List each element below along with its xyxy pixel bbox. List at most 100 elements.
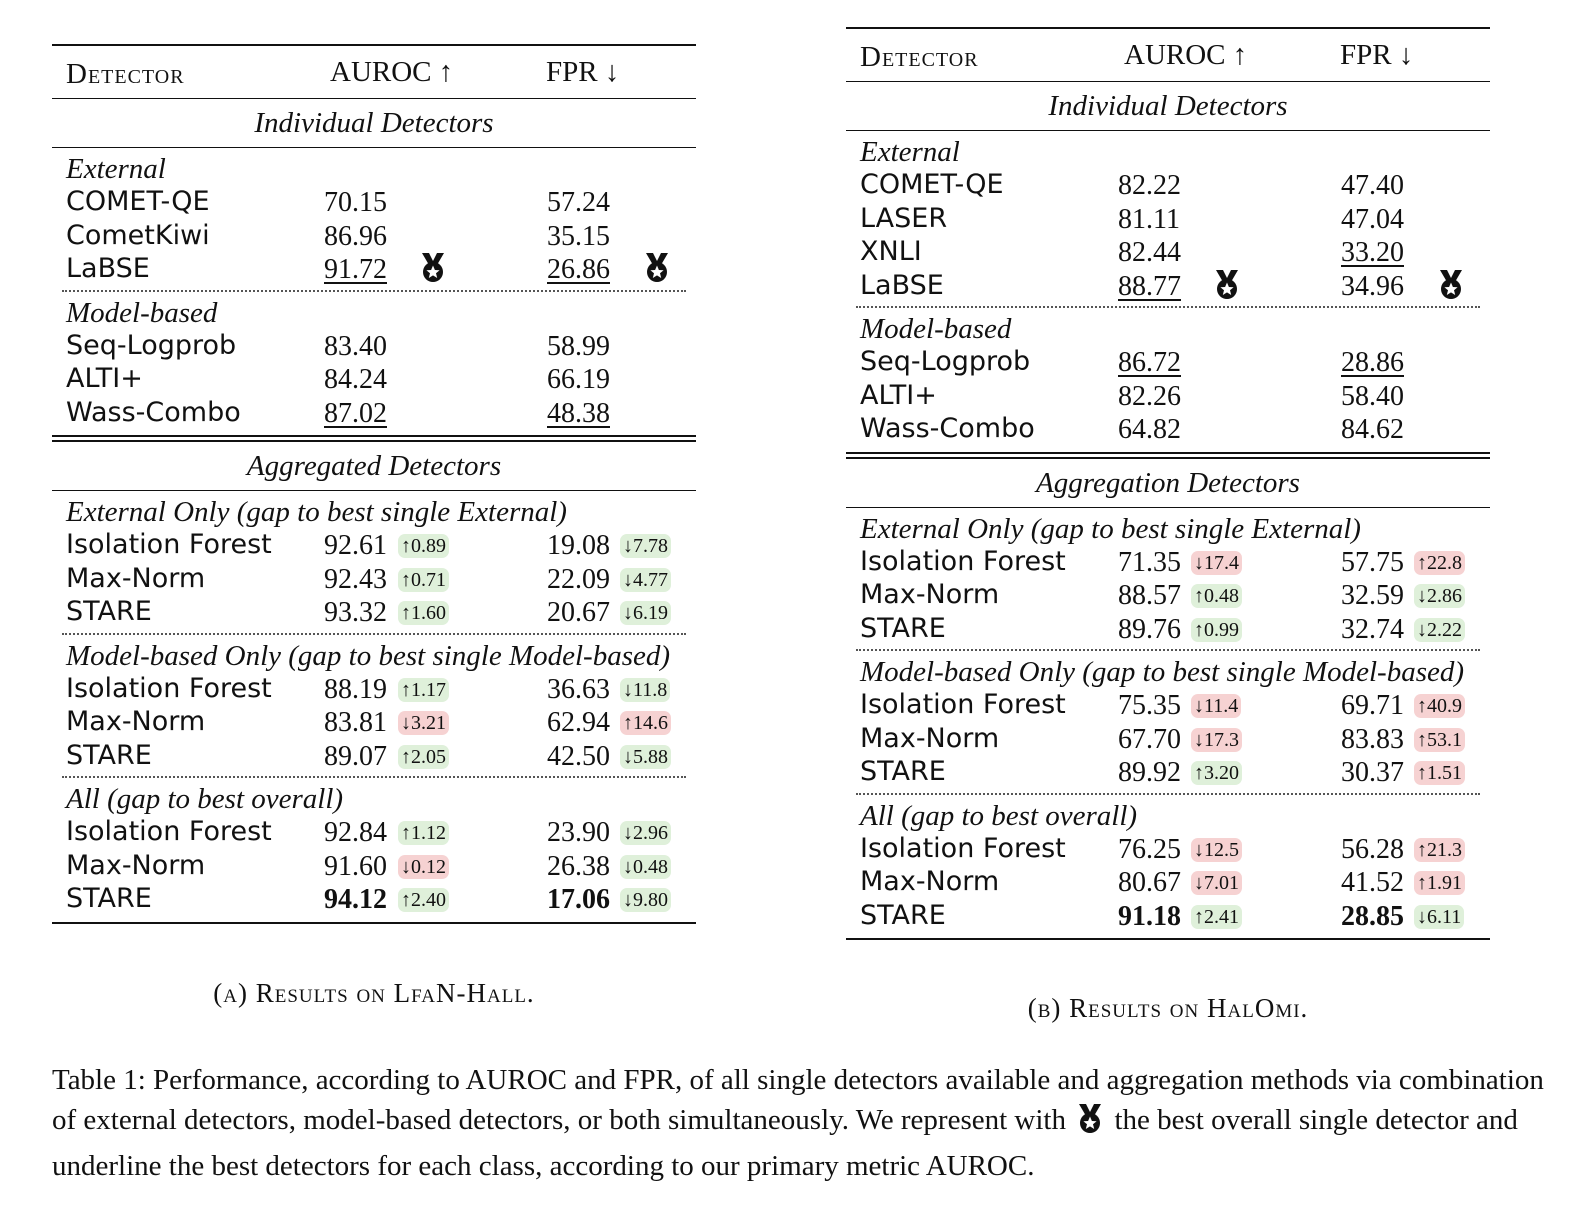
dotted-divider <box>856 306 1480 308</box>
section-rule <box>52 490 696 491</box>
group-title-all: All (gap to best overall) <box>860 799 1138 832</box>
row-auroc: 89.07 <box>324 740 387 772</box>
gap-badge: ↓2.22 <box>1414 617 1465 642</box>
row-fpr: 42.50 <box>547 740 610 772</box>
gap-badge: ↑1.60 <box>398 601 449 625</box>
bottom-rule <box>846 938 1490 940</box>
row-fpr: 57.75 <box>1341 546 1404 578</box>
caption-a-text: (a) Results on LfaN-Hall. <box>213 978 535 1008</box>
table-row: Isolation Forest 92.61 ↑0.89 19.08 ↓7.78 <box>52 528 696 562</box>
row-fpr: 33.20 <box>1341 237 1404 268</box>
row-fpr: 32.74 <box>1341 613 1404 645</box>
row-name: Isolation Forest <box>66 816 272 847</box>
row-fpr: 47.40 <box>1341 170 1404 201</box>
row-name: LASER <box>860 202 948 234</box>
group-title-model-only: Model-based Only (gap to best single Mod… <box>66 639 671 672</box>
row-auroc: 75.35 <box>1118 690 1181 721</box>
row-name: COMET-QE <box>66 186 210 217</box>
row-auroc: 87.02 <box>324 397 387 429</box>
top-rule <box>846 27 1490 29</box>
table-row: Max-Norm 92.43 ↑0.71 22.09 ↓4.77 <box>52 562 696 596</box>
caption-b-text: (b) Results on HalOmi. <box>1027 993 1309 1023</box>
row-fpr: 66.19 <box>547 364 610 395</box>
row-name: Seq-Logprob <box>860 346 1031 377</box>
gap-badge: ↑1.12 <box>398 821 449 845</box>
row-name: Max-Norm <box>66 849 206 881</box>
gap-badge: ↑1.91 <box>1414 871 1465 895</box>
row-auroc: 84.24 <box>324 364 387 395</box>
gap-badge: ↑0.48 <box>1191 584 1242 608</box>
medal-icon <box>1436 269 1466 309</box>
double-rule <box>52 435 696 442</box>
section-title-aggregated: Aggregation Detectors <box>1036 466 1300 499</box>
medal-icon <box>418 252 448 292</box>
dotted-divider <box>62 289 686 292</box>
row-name: STARE <box>66 739 152 771</box>
header-row: Detector AUROC ↑ FPR ↓ <box>846 29 1490 81</box>
table-row: STARE 89.07 ↑2.05 42.50 ↓5.88 <box>52 739 696 773</box>
table-row: COMET-QE 70.15 57.24 <box>52 185 696 219</box>
row-auroc: 67.70 <box>1118 723 1181 755</box>
row-name: STARE <box>860 612 946 644</box>
header-detector: Detector <box>66 58 185 90</box>
row-auroc: 86.72 <box>1118 347 1181 378</box>
medal-icon <box>1212 269 1242 309</box>
row-auroc: 93.32 <box>324 597 387 628</box>
row-auroc: 92.84 <box>324 817 387 848</box>
row-auroc: 64.82 <box>1118 414 1181 445</box>
row-fpr: 36.63 <box>547 673 610 705</box>
table-row: STARE 91.18 ↑2.41 28.85 ↓6.11 <box>846 899 1490 933</box>
gap-badge: ↑21.3 <box>1414 837 1465 862</box>
gap-badge: ↓12.5 <box>1191 837 1242 862</box>
header-rule <box>846 81 1490 82</box>
row-auroc: 81.11 <box>1118 203 1180 235</box>
gap-badge: ↓3.21 <box>398 711 449 735</box>
header-fpr: FPR ↓ <box>1340 39 1414 71</box>
dotted-divider <box>856 792 1480 795</box>
table-row: Max-Norm 80.67 ↓7.01 41.52 ↑1.91 <box>846 865 1490 899</box>
row-auroc: 76.25 <box>1118 833 1181 865</box>
top-rule <box>52 44 696 46</box>
section-title-individual: Individual Detectors <box>254 107 494 139</box>
row-fpr: 62.94 <box>547 707 610 738</box>
row-fpr: 23.90 <box>547 817 610 848</box>
section-rule <box>846 130 1490 131</box>
gap-badge: ↑2.05 <box>398 744 449 769</box>
table-caption-part2: the best overall single detector and und… <box>52 1104 1518 1182</box>
gap-badge: ↓5.88 <box>620 744 671 769</box>
group-title-external: External <box>66 153 166 185</box>
row-auroc: 91.60 <box>324 850 387 882</box>
header-row: Detector AUROC ↑ FPR ↓ <box>52 46 696 98</box>
gap-badge: ↓11.8 <box>620 677 671 702</box>
row-fpr: 22.09 <box>547 563 610 595</box>
table-row: Isolation Forest 88.19 ↑1.17 36.63 ↓11.8 <box>52 672 696 706</box>
section-rule <box>52 147 696 148</box>
gap-badge: ↓6.11 <box>1414 904 1465 929</box>
row-fpr: 26.38 <box>547 850 610 882</box>
row-fpr: 32.59 <box>1341 580 1404 611</box>
header-fpr: FPR ↓ <box>546 56 620 88</box>
gap-badge: ↑3.20 <box>1191 761 1242 785</box>
table-row: Isolation Forest 71.35 ↓17.4 57.75 ↑22.8 <box>846 545 1490 579</box>
row-auroc: 92.61 <box>324 530 387 561</box>
row-auroc: 88.57 <box>1118 580 1181 611</box>
gap-badge: ↓7.78 <box>620 534 671 558</box>
row-fpr: 58.99 <box>547 330 610 362</box>
row-fpr: 69.71 <box>1341 690 1404 721</box>
table-caption-part1: Table 1: Performance, according to AUROC… <box>52 1064 1544 1136</box>
header-rule <box>52 98 696 99</box>
table-row: Max-Norm 83.81 ↓3.21 62.94 ↑14.6 <box>52 705 696 739</box>
row-fpr: 26.86 <box>547 254 610 285</box>
table-panel-a: Detector AUROC ↑ FPR ↓ Individual Detect… <box>52 44 696 924</box>
row-auroc: 86.96 <box>324 220 387 252</box>
table-row: Wass-Combo 87.02 48.38 <box>52 396 696 430</box>
gap-badge: ↑53.1 <box>1414 727 1465 752</box>
row-name: Max-Norm <box>66 562 206 594</box>
header-detector: Detector <box>860 41 979 73</box>
row-name: Wass-Combo <box>66 396 241 428</box>
row-name: COMET-QE <box>860 169 1004 200</box>
gap-badge: ↑0.89 <box>398 534 449 558</box>
table-panel-b: Detector AUROC ↑ FPR ↓ Individual Detect… <box>846 27 1490 940</box>
row-name: LaBSE <box>860 269 944 301</box>
row-fpr: 58.40 <box>1341 380 1404 412</box>
